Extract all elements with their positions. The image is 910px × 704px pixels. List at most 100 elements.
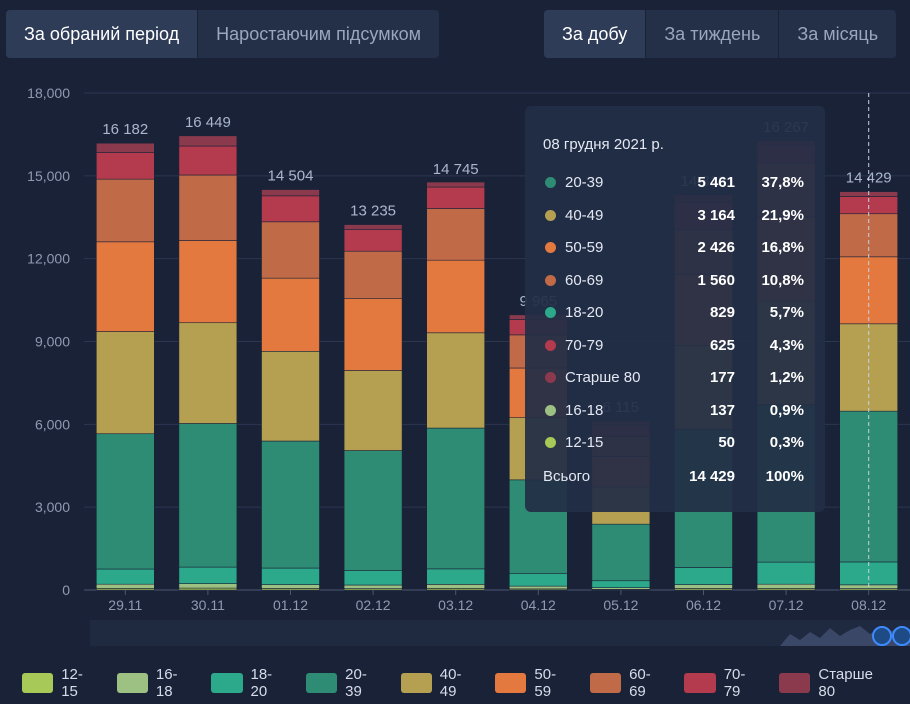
tab-selected-period[interactable]: За обраний період xyxy=(6,10,199,58)
bar-segment[interactable] xyxy=(674,567,733,585)
legend-item[interactable]: 20-39 xyxy=(305,666,383,700)
y-tick-label: 15,000 xyxy=(27,168,70,184)
bar-segment[interactable] xyxy=(343,250,403,300)
legend-item[interactable]: 60-69 xyxy=(589,666,667,700)
bar-segment[interactable] xyxy=(96,178,155,243)
tooltip-total-pct: 100% xyxy=(765,468,804,485)
bar-segment[interactable] xyxy=(343,229,403,252)
bar-segment[interactable] xyxy=(96,433,155,570)
legend-label: 18-20 xyxy=(250,666,273,700)
x-tick-label: 06.12 xyxy=(686,597,721,613)
tooltip-dot-icon xyxy=(545,274,556,286)
bar-segment[interactable] xyxy=(426,332,486,429)
tooltip-row-pct: 16,8% xyxy=(761,239,804,256)
legend-item[interactable]: 40-49 xyxy=(400,666,478,700)
bar-segment[interactable] xyxy=(261,277,320,352)
x-tick-label: 30.11 xyxy=(191,597,225,613)
bar-segment[interactable] xyxy=(756,583,816,589)
bar-segment[interactable] xyxy=(178,145,238,176)
legend-swatch xyxy=(684,673,716,693)
bar-segment[interactable] xyxy=(426,259,486,334)
bar-segment[interactable] xyxy=(343,450,403,571)
legend-swatch xyxy=(305,673,338,693)
bar-segment[interactable] xyxy=(178,240,238,324)
navigator-handle-right-icon[interactable] xyxy=(892,626,910,646)
tab-cumulative[interactable]: Наростаючим підсумком xyxy=(216,23,422,44)
bar-segment[interactable] xyxy=(96,152,155,180)
legend-item[interactable]: 70-79 xyxy=(684,666,761,700)
bar-segment[interactable] xyxy=(261,195,320,223)
tooltip-row: 40-49 3 164 21,9% xyxy=(543,205,813,227)
bar-segment[interactable] xyxy=(426,584,486,589)
bar-segment[interactable] xyxy=(426,181,486,188)
bar-segment[interactable] xyxy=(261,189,320,197)
bar-segment[interactable] xyxy=(261,567,320,585)
bar-segment[interactable] xyxy=(343,370,403,451)
bar-segment[interactable] xyxy=(261,221,320,279)
bar-segment[interactable] xyxy=(178,423,238,568)
bar-segment[interactable] xyxy=(426,208,486,261)
bar-segment[interactable] xyxy=(426,186,486,209)
tab-per-month[interactable]: За місяць xyxy=(797,23,879,44)
legend-item[interactable]: 50-59 xyxy=(495,666,572,700)
bar-segment[interactable] xyxy=(96,142,155,153)
bar-segment[interactable] xyxy=(756,561,816,585)
range-navigator[interactable] xyxy=(90,620,910,646)
tooltip-row-pct: 0,3% xyxy=(769,434,804,451)
legend-item[interactable]: 18-20 xyxy=(211,666,288,700)
tooltip-dot-icon xyxy=(545,372,556,383)
bar-segment[interactable] xyxy=(96,331,155,435)
bar-segment[interactable] xyxy=(508,585,568,590)
tooltip-dot-icon xyxy=(545,437,556,448)
tab-per-day[interactable]: За добу xyxy=(544,10,647,58)
legend-swatch xyxy=(211,673,243,693)
bar-segment[interactable] xyxy=(591,580,651,588)
bar-segment[interactable] xyxy=(674,584,733,589)
bar-segment[interactable] xyxy=(343,570,403,586)
tooltip-row-value: 3 164 xyxy=(697,206,735,224)
bar-segment[interactable] xyxy=(96,583,155,589)
tooltip-row-value: 2 426 xyxy=(697,239,735,256)
y-tick-label: 18,000 xyxy=(27,85,70,101)
legend-swatch xyxy=(400,673,432,693)
legend-label: 12-15 xyxy=(61,666,83,700)
bar-segment[interactable] xyxy=(96,568,155,585)
bar-segment[interactable] xyxy=(96,241,155,332)
tooltip-row-label: 70-79 xyxy=(565,336,604,354)
tooltip-row-label: 18-20 xyxy=(565,304,604,321)
tooltip-row: 70-79 625 4,3% xyxy=(543,335,813,357)
x-tick-label: 02.12 xyxy=(356,597,391,613)
bar-segment[interactable] xyxy=(178,135,238,147)
legend-item[interactable]: 16-18 xyxy=(116,666,194,700)
bar-segment[interactable] xyxy=(261,440,320,569)
tab-per-week[interactable]: За тиждень xyxy=(646,10,780,58)
legend-item[interactable]: 12-15 xyxy=(22,666,99,700)
bar-segment[interactable] xyxy=(426,568,486,585)
tooltip-total-row: Всього 14 429 100% xyxy=(543,466,813,488)
y-tick-label: 9,000 xyxy=(35,334,70,350)
bar-segment[interactable] xyxy=(343,224,403,230)
legend-label: 40-49 xyxy=(439,666,462,700)
bar-segment[interactable] xyxy=(261,351,320,442)
bar-segment[interactable] xyxy=(178,174,238,241)
bar-segment[interactable] xyxy=(343,584,403,589)
tooltip-row-value: 137 xyxy=(709,401,735,419)
bar-segment[interactable] xyxy=(591,523,651,582)
bar-segment[interactable] xyxy=(261,584,320,589)
bar-segment[interactable] xyxy=(343,298,403,371)
bar-total-label: 16 449 xyxy=(185,114,231,131)
x-tick-label: 04.12 xyxy=(521,597,556,613)
navigator-handle-left-icon[interactable] xyxy=(872,626,892,646)
tooltip-row-value: 625 xyxy=(709,336,735,354)
tooltip-row-value: 5 461 xyxy=(697,174,735,191)
bar-segment[interactable] xyxy=(178,322,238,424)
legend-item[interactable]: Старше 80 xyxy=(779,666,892,700)
bar-segment[interactable] xyxy=(426,427,486,570)
bar-segment[interactable] xyxy=(508,573,568,587)
tooltip-row-label: 60-69 xyxy=(565,271,604,289)
bar-segment[interactable] xyxy=(178,566,238,584)
legend-label: 60-69 xyxy=(629,666,651,700)
navigator-sparkline xyxy=(90,626,910,646)
bar-segment[interactable] xyxy=(178,583,238,589)
tooltip-row: 16-18 137 0,9% xyxy=(543,400,813,422)
